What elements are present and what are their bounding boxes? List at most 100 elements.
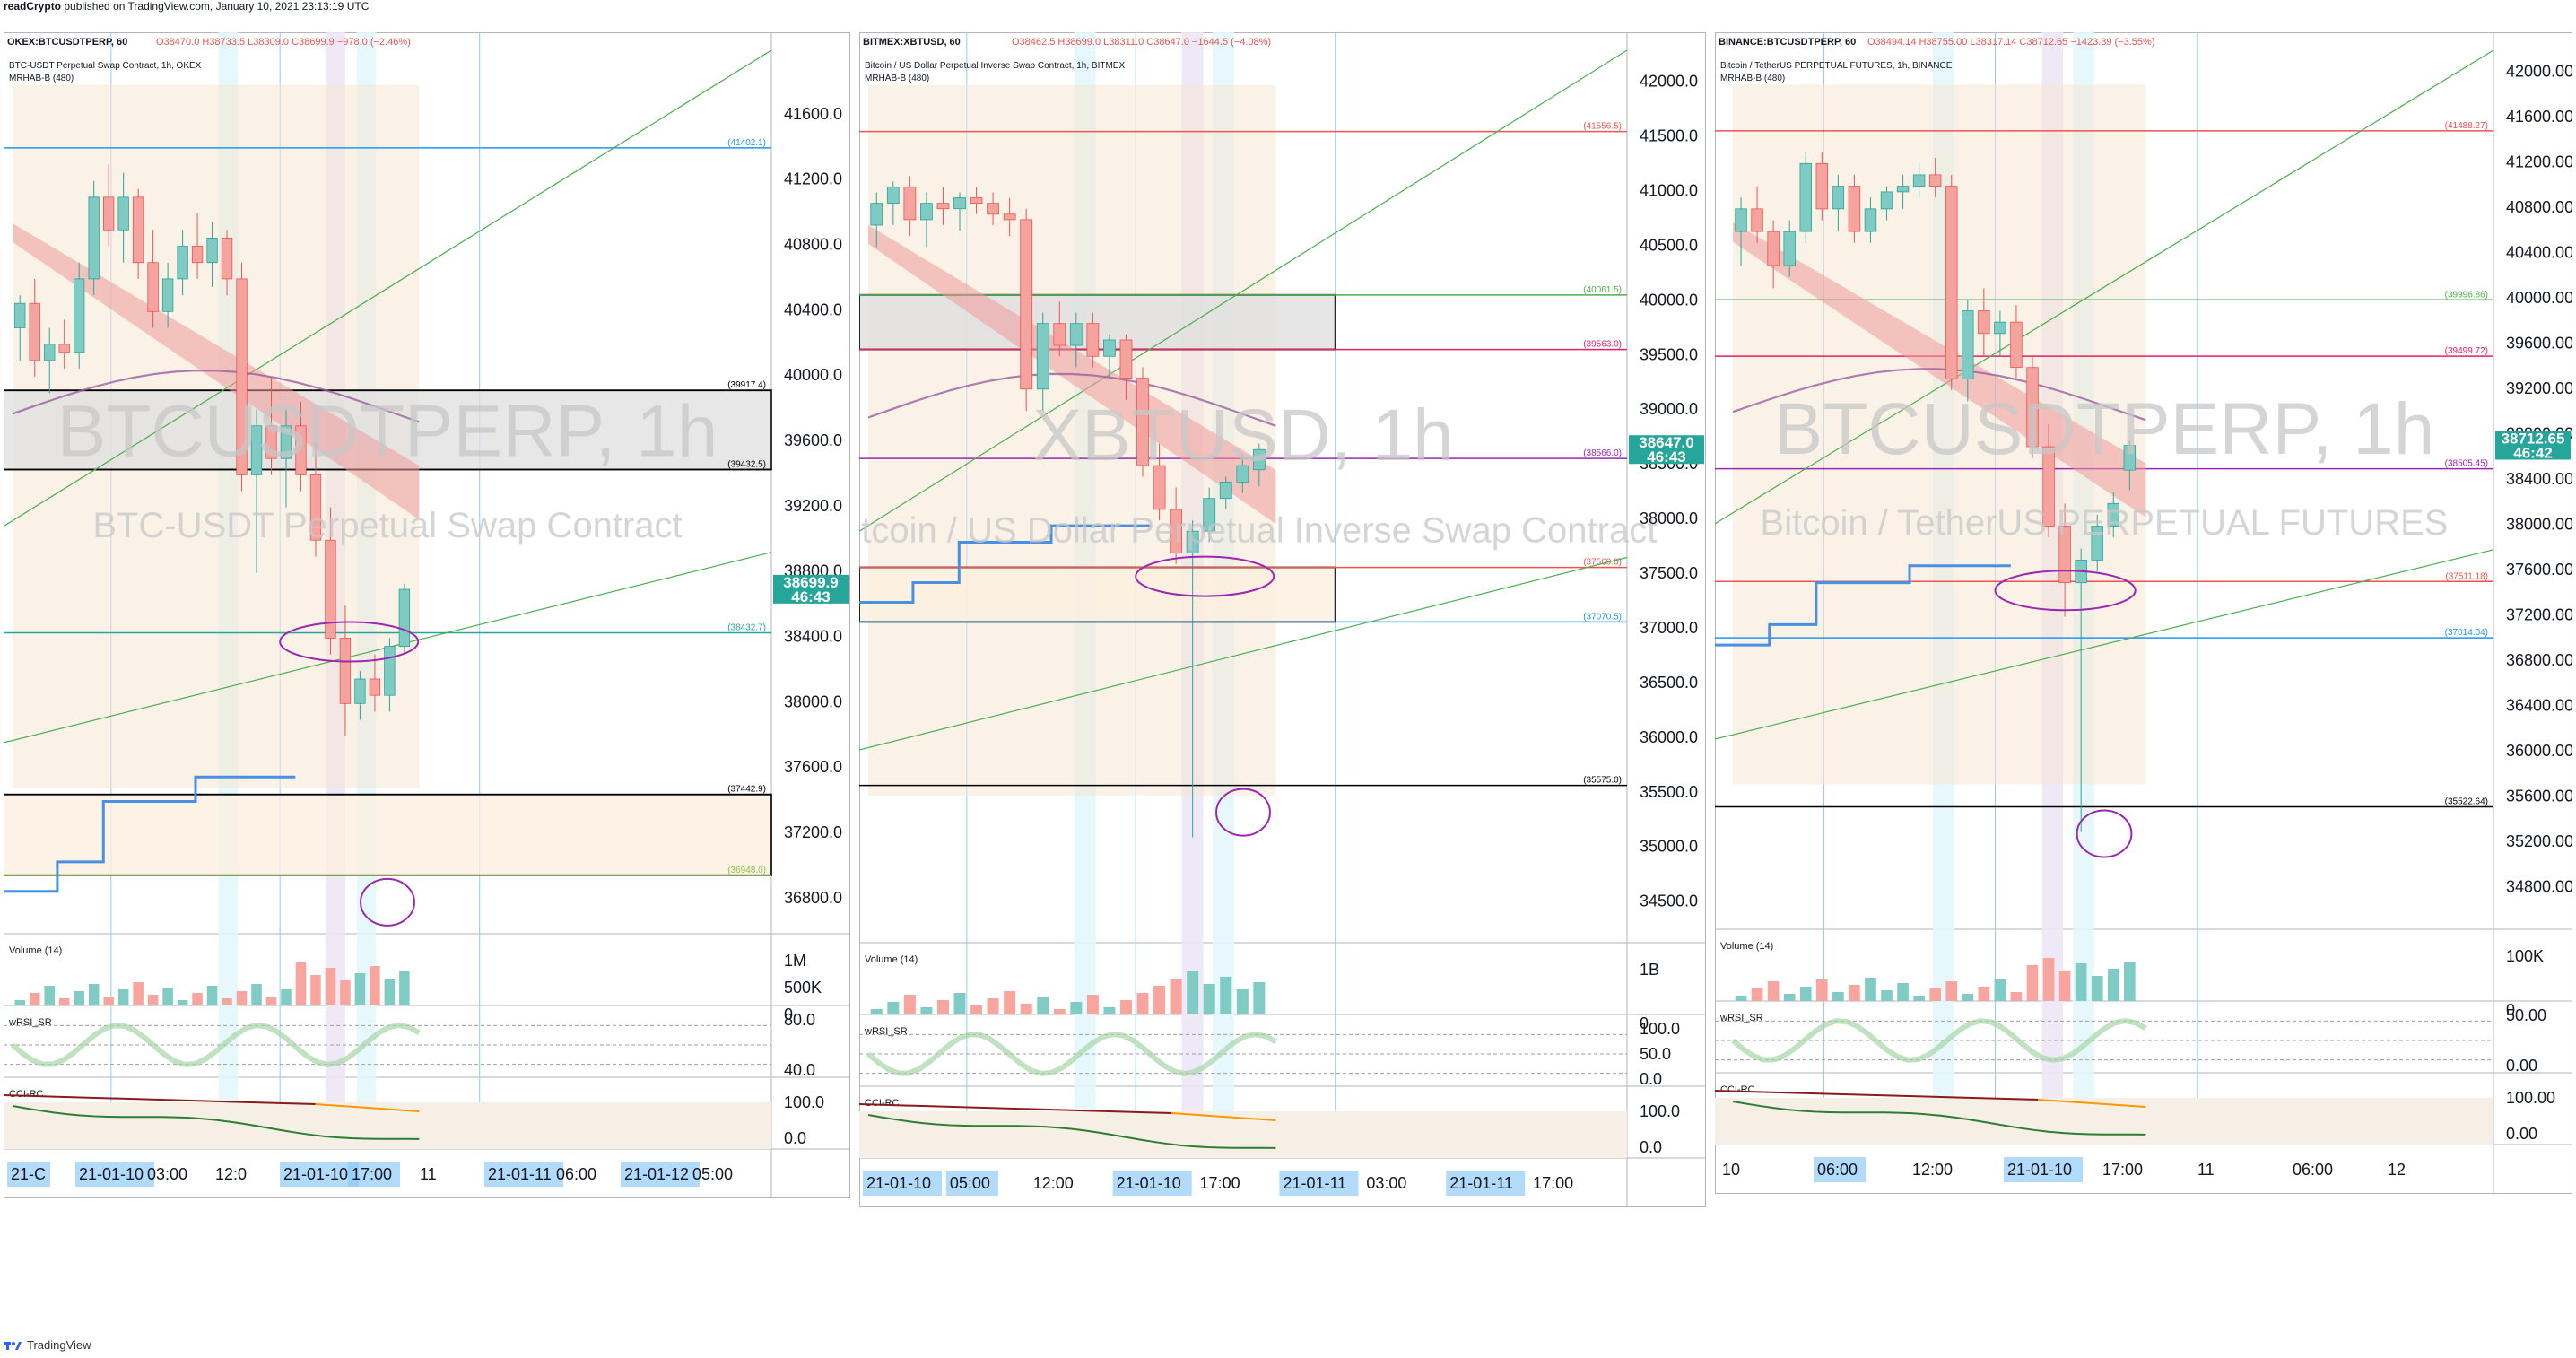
time-label-bg: [75, 1162, 154, 1187]
cci-tick-label: 100.00: [2506, 1089, 2555, 1107]
price-tick-label: 37500.0: [1640, 564, 1698, 582]
volume-bar: [1751, 988, 1763, 1001]
time-tick-label: 10: [1722, 1161, 1740, 1179]
trendline: [3, 49, 772, 527]
level-label: (38432.7): [727, 623, 766, 633]
volume-bar: [192, 993, 203, 1005]
price-tick-label: 38400.00: [2506, 470, 2572, 488]
price-tick-label: 40000.00: [2506, 289, 2572, 307]
price-tick-label: 36800.0: [784, 889, 842, 907]
price-tick-label: 36000.00: [2506, 742, 2572, 760]
candle: [147, 262, 159, 312]
time-label-bg: [621, 1162, 700, 1187]
candle: [1020, 219, 1033, 390]
volume-bar: [936, 1000, 949, 1014]
time-label-bg: [1112, 1171, 1192, 1196]
time-label-bg: [1446, 1171, 1526, 1196]
candle: [903, 186, 917, 221]
support-box: [3, 793, 772, 876]
level-label: (37511.18): [2445, 571, 2488, 581]
volume-bar: [920, 1007, 933, 1014]
cci-band: [4, 1102, 771, 1149]
price-tick-label: 38000.0: [784, 692, 842, 710]
volume-bar: [1253, 982, 1266, 1014]
candle: [1751, 208, 1763, 232]
chart-pane-okex[interactable]: (41402.1) (39917.4) (39432.5) (38432.7) (374…: [3, 32, 850, 1324]
volume-bar: [1994, 979, 2006, 1001]
candle: [1928, 174, 1942, 187]
candle: [1086, 323, 1100, 357]
cci-line: [12, 1105, 420, 1140]
candle: [2058, 526, 2071, 584]
level-label: (39432.5): [727, 459, 766, 469]
price-tick-label: 35600.00: [2506, 788, 2572, 805]
volume-bar: [1203, 984, 1215, 1014]
cci-tick-label: 0.00: [2506, 1125, 2537, 1143]
volume-bar: [251, 984, 262, 1005]
time-tick-label: 21-01-10: [283, 1165, 348, 1183]
candle: [1103, 339, 1116, 357]
volume-bar: [1849, 985, 1860, 1001]
volume-bar: [58, 998, 70, 1005]
candle: [398, 588, 411, 647]
cci-title: CCI-RC: [9, 1089, 44, 1100]
level-label: (41556.5): [1583, 122, 1622, 132]
time-tick-label: 21-01-11: [1283, 1174, 1346, 1192]
volume-bar: [1136, 993, 1149, 1014]
candle: [1848, 186, 1861, 232]
last-price-badge: [773, 574, 849, 604]
candle: [369, 678, 381, 696]
time-tick-label: 21-01-10: [79, 1165, 144, 1183]
chart-pane-binance[interactable]: (41488.27) (39996.86) (39499.72) (38505.45)…: [1714, 32, 2573, 1324]
support-step-line: [4, 775, 296, 893]
volume-bar: [177, 1000, 188, 1005]
level-label: (38505.45): [2445, 459, 2488, 469]
ohlc-values: O38494.14 H38755.00 L38317.14 C38712.65 …: [1867, 37, 2155, 48]
candle: [2107, 502, 2119, 527]
volume-bar: [236, 991, 248, 1005]
time-tick-label: 17:00: [1533, 1174, 1573, 1192]
candle: [1767, 231, 1780, 266]
tradingview-brand[interactable]: TradingView: [27, 1338, 91, 1352]
volume-bar: [1070, 1002, 1083, 1014]
chart-pane-bitmex[interactable]: (41556.5) (40061.5) (39563.0) (38566.0) (375…: [830, 32, 1706, 1324]
price-tick-label: 40800.0: [784, 235, 842, 253]
price-tick-label: 41200.0: [784, 170, 842, 188]
candle: [886, 186, 900, 205]
chart-svg: (41556.5) (40061.5) (39563.0) (38566.0) (375…: [830, 32, 1706, 1207]
price-tick-label: 40400.00: [2506, 243, 2572, 261]
candle: [1252, 448, 1266, 471]
candle: [354, 678, 366, 704]
time-tick-label: 06:00: [2293, 1161, 2333, 1179]
volume-bar: [970, 1005, 983, 1014]
level-label: (35575.0): [1583, 776, 1622, 786]
volume-bar: [117, 989, 129, 1005]
price-tick-label: 41600.0: [784, 105, 842, 123]
volume-tick-label: 0: [784, 1005, 793, 1023]
wrsi-wave: [1731, 1017, 2147, 1064]
volume-tick-label: 100K: [2506, 947, 2544, 965]
volume-bar: [1236, 989, 1249, 1014]
volume-bar: [1220, 977, 1232, 1014]
level-label: (35522.64): [2445, 797, 2488, 806]
price-tick-label: 38000.0: [1640, 509, 1698, 527]
candle: [191, 246, 204, 264]
author-name[interactable]: readCrypto: [4, 0, 62, 13]
cci-long-line: [1714, 1090, 2039, 1101]
volume-bar: [310, 975, 321, 1005]
candle: [1962, 310, 1974, 379]
wrsi-tick-label: 40.0: [784, 1061, 815, 1079]
symbol-line: BITMEX:XBTUSD, 60: [863, 37, 961, 48]
volume-bar: [1053, 1009, 1066, 1014]
candle: [870, 203, 883, 226]
candle: [384, 646, 396, 696]
candle: [44, 344, 56, 361]
support-step-line: [859, 524, 1152, 604]
time-tick-label: 21-01-12: [624, 1165, 689, 1183]
price-tick-label: 41500.0: [1640, 127, 1698, 145]
price-tick-label: 36400.00: [2506, 697, 2572, 715]
wrsi-tick-label: 0.0: [1640, 1070, 1662, 1088]
wrsi-tick-label: 80.0: [784, 1011, 815, 1029]
cci-line: [867, 1114, 1276, 1149]
level-label: (36948.0): [727, 866, 766, 875]
